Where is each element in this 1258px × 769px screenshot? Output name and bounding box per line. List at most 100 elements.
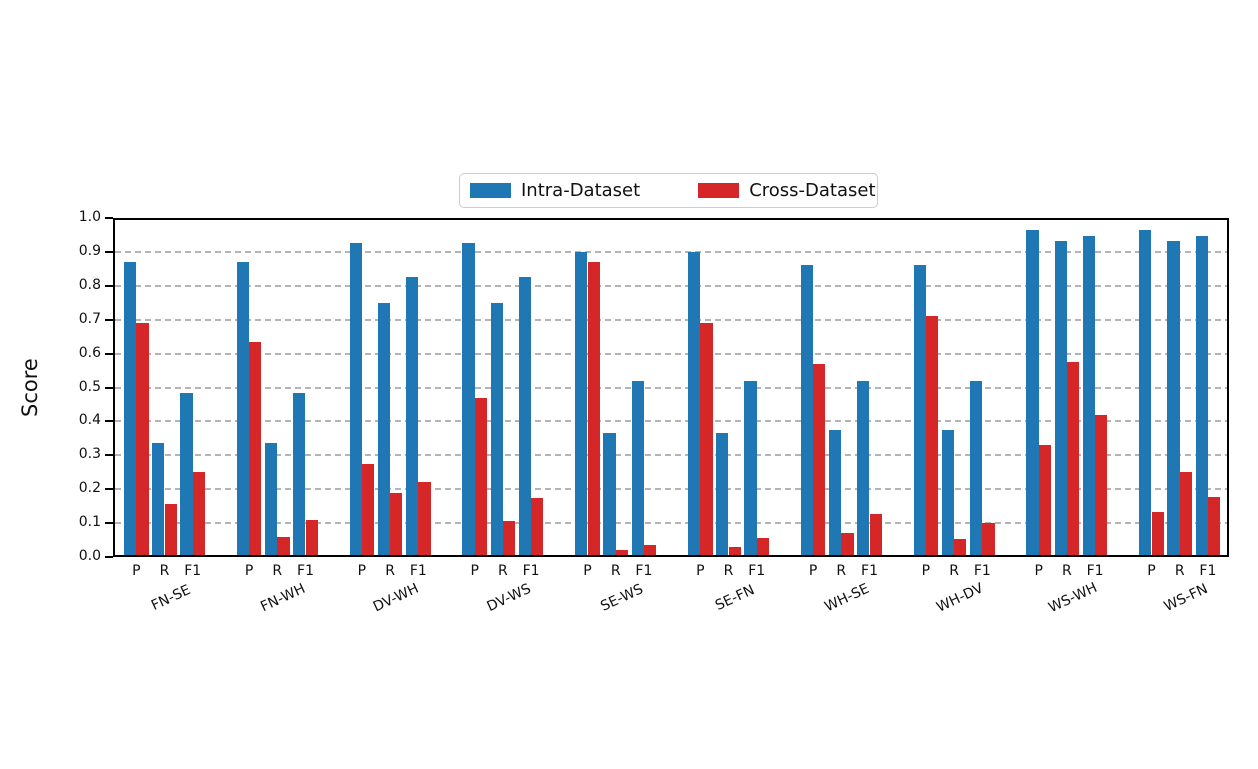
bar-intra-dataset-wh-dv-f1 [970, 380, 983, 557]
bar-cross-dataset-fn-wh-r [277, 536, 290, 557]
bar-cross-dataset-dv-ws-p [474, 397, 487, 557]
y-tick-label: 0.7 [78, 310, 101, 327]
y-tick-label: 0.1 [78, 514, 101, 531]
bar-cross-dataset-se-fn-r [728, 546, 741, 557]
bar-cross-dataset-wh-dv-f1 [982, 523, 995, 557]
plot-area: 1.0 0.9 0.8 0.7 0.6 0.5 0.4 0.3 0.2 0.1 0.0 P R F1 FN-… [79, 209, 1229, 616]
bar-cross-dataset-ws-wh-p [1038, 445, 1051, 557]
bar-intra-dataset-dv-wh-r [377, 302, 391, 557]
x-tick-label-fn-se-p: P [132, 563, 141, 579]
y-tick-label: 0.0 [78, 548, 101, 564]
bar-cross-dataset-wh-se-p [813, 363, 826, 557]
x-tick-label-fn-se-f1: F1 [184, 563, 202, 579]
x-tick-label-ws-fn-f1: F1 [1199, 563, 1217, 579]
bar-intra-dataset-wh-dv-r [941, 429, 955, 557]
legend-item-cross-dataset: Cross-Dataset [698, 179, 876, 201]
gridline [115, 522, 1227, 525]
y-tick-label: 0.5 [78, 378, 101, 395]
bar-intra-dataset-ws-wh-f1 [1082, 235, 1096, 557]
right-spine [1227, 218, 1229, 557]
group-label-ws-wh: WS-WH [1046, 579, 1100, 617]
x-tick-label-wh-se-r: R [836, 563, 847, 579]
x-tick-label-fn-se-r: R [159, 563, 170, 579]
y-tick [105, 454, 113, 457]
x-tick-label-se-fn-p: P [696, 563, 705, 579]
x-tick-label-dv-ws-r: R [498, 563, 508, 579]
gridline [115, 488, 1227, 491]
bar-intra-dataset-ws-wh-p [1026, 229, 1039, 557]
x-tick-label-ws-wh-f1: F1 [1086, 563, 1104, 579]
bar-intra-dataset-ws-fn-p [1139, 229, 1152, 557]
y-tick-label: 1.0 [78, 209, 101, 225]
x-tick-label-ws-wh-r: R [1062, 563, 1072, 579]
bar-intra-dataset-ws-fn-f1 [1195, 235, 1208, 557]
x-tick-label-fn-wh-p: P [244, 563, 254, 579]
bar-cross-dataset-dv-wh-r [390, 492, 403, 557]
legend-label-cross-dataset: Cross-Dataset [749, 179, 876, 201]
bar-cross-dataset-ws-fn-r [1179, 472, 1192, 557]
y-tick-label: 0.6 [78, 344, 101, 361]
x-tick-label-wh-dv-f1: F1 [973, 563, 991, 579]
x-tick-label-ws-fn-p: P [1147, 563, 1156, 579]
y-axis-spine [113, 218, 115, 557]
intra-dataset-swatch [470, 183, 511, 198]
x-tick-label-dv-wh-r: R [385, 563, 395, 579]
bar-cross-dataset-fn-wh-p [249, 341, 262, 557]
gridline [115, 352, 1227, 355]
bar-intra-dataset-dv-wh-f1 [406, 277, 419, 557]
legend-label-intra-dataset: Intra-Dataset [521, 179, 641, 201]
bar-cross-dataset-ws-fn-p [1151, 511, 1164, 557]
bar-intra-dataset-se-ws-f1 [631, 380, 644, 557]
bar-intra-dataset-wh-se-p [800, 265, 814, 557]
x-tick-label-wh-se-f1: F1 [861, 563, 878, 579]
y-axis-title: Score [18, 358, 42, 417]
chart-layer: 1.0 0.9 0.8 0.7 0.6 0.5 0.4 0.3 0.2 0.1 0.0 P R F1 FN-… [79, 209, 1229, 616]
y-tick-label: 0.2 [78, 480, 101, 497]
bar-intra-dataset-wh-se-r [829, 429, 842, 557]
y-tick [105, 556, 113, 558]
bar-intra-dataset-se-fn-p [688, 251, 701, 557]
group-label-fn-wh: FN-WH [258, 580, 309, 616]
bar-intra-dataset-wh-dv-p [913, 265, 926, 557]
x-tick-label-dv-ws-p: P [470, 563, 479, 579]
y-tick-label: 0.3 [78, 446, 101, 463]
bar-cross-dataset-se-ws-f1 [643, 545, 657, 557]
bar-intra-dataset-fn-wh-f1 [293, 392, 306, 557]
bar-cross-dataset-ws-wh-r [1066, 362, 1080, 557]
bar-cross-dataset-fn-se-r [164, 504, 177, 557]
x-tick-label-fn-wh-f1: F1 [297, 563, 314, 579]
group-label-se-ws: SE-WS [597, 581, 646, 615]
group-label-dv-wh: DV-WH [370, 580, 422, 616]
x-tick-label-wh-dv-r: R [949, 563, 959, 579]
bar-cross-dataset-fn-se-f1 [192, 472, 205, 557]
bar-intra-dataset-se-ws-p [575, 251, 588, 557]
bar-cross-dataset-ws-wh-f1 [1095, 414, 1108, 557]
gridline [115, 420, 1227, 423]
y-tick [105, 318, 113, 321]
cross-dataset-swatch [698, 183, 740, 198]
bar-cross-dataset-se-ws-r [615, 550, 628, 557]
x-tick-label-se-ws-r: R [610, 563, 621, 579]
bar-cross-dataset-se-fn-p [700, 323, 713, 557]
bar-intra-dataset-dv-wh-p [349, 243, 362, 557]
bar-intra-dataset-fn-se-r [152, 443, 165, 557]
y-tick [105, 420, 113, 423]
gridline [115, 250, 1227, 253]
gridline [115, 386, 1227, 389]
bar-cross-dataset-wh-se-r [841, 533, 854, 557]
bar-intra-dataset-se-ws-r [603, 433, 616, 557]
x-tick-label-dv-wh-p: P [357, 563, 367, 579]
bar-cross-dataset-ws-fn-f1 [1207, 497, 1221, 557]
bar-intra-dataset-dv-ws-f1 [518, 277, 532, 557]
y-tick-label: 0.9 [78, 242, 101, 259]
bar-cross-dataset-se-ws-p [587, 262, 600, 557]
x-axis-spine [113, 555, 1229, 557]
y-tick [105, 217, 113, 219]
bar-intra-dataset-dv-ws-r [490, 302, 503, 557]
bar-intra-dataset-fn-se-p [124, 262, 137, 557]
x-tick-label-wh-dv-p: P [921, 563, 931, 579]
bar-cross-dataset-se-fn-f1 [756, 538, 769, 557]
y-tick [105, 352, 113, 355]
legend: Intra-Dataset Cross-Dataset [459, 173, 878, 208]
